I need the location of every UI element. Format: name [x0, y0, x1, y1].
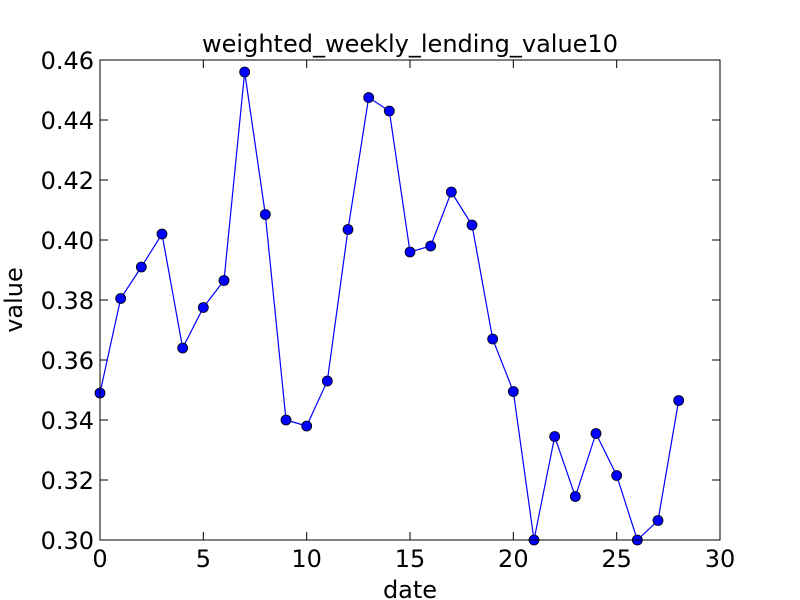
data-point — [445, 186, 457, 198]
y-tick-label: 0.44 — [41, 107, 94, 135]
y-tick-label: 0.42 — [41, 167, 94, 195]
data-point — [569, 491, 581, 502]
data-point — [507, 386, 519, 397]
data-point — [590, 428, 602, 439]
data-point — [383, 105, 395, 117]
x-tick-label: 5 — [196, 545, 211, 573]
y-tick-label: 0.30 — [41, 527, 94, 555]
y-tick-label: 0.38 — [41, 287, 94, 315]
y-tick-label: 0.34 — [41, 407, 94, 435]
data-point — [197, 302, 209, 313]
plot-frame — [99, 59, 721, 541]
data-point — [466, 219, 478, 231]
series-line — [99, 71, 680, 542]
y-tick-label: 0.32 — [41, 467, 94, 495]
x-tick-label: 20 — [498, 545, 529, 573]
x-tick-label: 30 — [705, 545, 736, 573]
data-point — [321, 375, 333, 387]
data-series — [94, 66, 685, 546]
data-point — [259, 209, 271, 220]
data-point — [156, 228, 168, 240]
data-point — [115, 293, 127, 304]
y-tick-label: 0.40 — [41, 227, 94, 255]
data-point — [652, 515, 664, 526]
data-point — [177, 342, 189, 354]
y-tick-label: 0.36 — [41, 347, 94, 375]
x-tick-label: 0 — [92, 545, 107, 573]
data-point — [301, 420, 313, 432]
y-axis-title: value — [0, 267, 28, 333]
x-axis-title: date — [383, 576, 437, 600]
data-point — [135, 261, 147, 273]
data-point — [342, 224, 354, 235]
data-point — [363, 92, 375, 103]
data-point — [673, 395, 685, 406]
data-point — [611, 470, 623, 481]
data-point — [404, 246, 416, 258]
x-tick-label: 15 — [395, 545, 426, 573]
axis-ticks: 0 5 10 15 20 25 30 0.30 0.32 0.34 0.36 0.38 0.40 0.42… — [41, 47, 736, 573]
data-point — [425, 240, 437, 252]
data-point — [549, 431, 561, 442]
chart-title: weighted_weekly_lending_value10 — [202, 30, 618, 58]
y-tick-label: 0.46 — [41, 47, 94, 75]
data-point — [218, 275, 230, 286]
x-tick-label: 10 — [291, 545, 322, 573]
data-point — [487, 333, 499, 345]
data-point — [239, 66, 251, 78]
data-point — [280, 414, 292, 426]
x-tick-label: 25 — [601, 545, 632, 573]
